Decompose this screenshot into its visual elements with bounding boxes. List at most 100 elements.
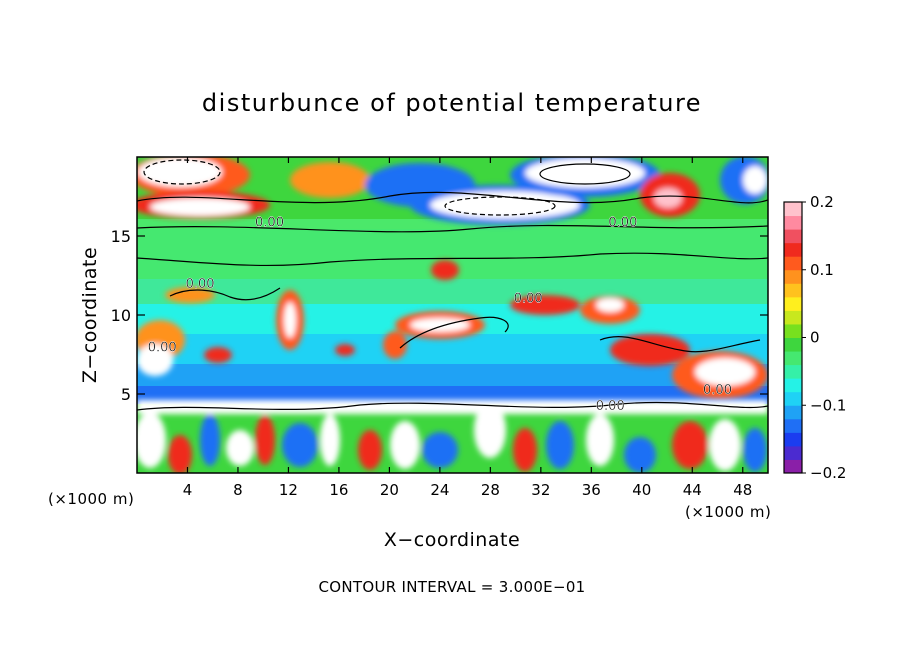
colorbar: 0.2 0.1 0 −0.1 −0.2 — [783, 193, 846, 482]
x-tick-label: 24 — [430, 481, 449, 499]
mid-blob — [510, 295, 580, 315]
x-axis-ticks: 4 8 12 16 20 24 28 32 36 40 44 48 — [183, 157, 752, 499]
mid-blob — [284, 302, 296, 338]
upper-blob — [525, 158, 645, 188]
mid-blob — [431, 260, 459, 280]
colorbar-swatch — [784, 310, 802, 325]
turbulent-cell — [390, 421, 420, 469]
contour-line — [599, 336, 761, 353]
x-tick-label: 44 — [683, 481, 702, 499]
colorbar-swatch — [784, 418, 802, 433]
colorbar-swatch — [784, 405, 802, 420]
mid-blob — [610, 334, 690, 366]
band-mid-upper-layer — [137, 279, 768, 304]
y-tick-label: 10 — [111, 306, 131, 325]
colorbar-swatch — [784, 351, 802, 366]
colorbar-swatch — [784, 296, 802, 311]
contour-label: 0.00 — [148, 340, 177, 355]
colorbar-swatch — [784, 323, 802, 338]
turbulent-cell — [624, 437, 656, 473]
upper-blob — [290, 162, 370, 198]
x-tick-label: 4 — [183, 481, 193, 499]
colorbar-swatch — [784, 283, 802, 298]
contour-line — [137, 252, 768, 267]
turbulent-cell — [422, 432, 458, 468]
contour-label: 0.00 — [514, 291, 543, 306]
contour-line — [137, 224, 768, 233]
contour-line — [399, 316, 509, 349]
upper-blob — [150, 198, 250, 216]
x-axis-label: X−coordinate — [384, 529, 520, 551]
heatmap-field: 0.00 0.00 0.00 0.00 0.00 0.00 0.00 — [137, 157, 768, 473]
colorbar-swatch — [784, 378, 802, 393]
upper-blob — [138, 157, 222, 187]
colorbar-swatch — [784, 229, 802, 244]
turbulent-cell — [200, 414, 220, 466]
colorbar-swatch — [784, 202, 802, 217]
turbulent-cell — [743, 428, 767, 472]
colorbar-swatch — [784, 432, 802, 447]
mid-blob — [137, 344, 173, 376]
turbulent-cell — [255, 415, 275, 465]
x-tick-label: 16 — [329, 481, 348, 499]
x-tick-label: 40 — [632, 481, 651, 499]
colorbar-tick-label: −0.2 — [810, 464, 846, 482]
band-dark-blue-layer — [137, 386, 768, 404]
contour-line — [539, 163, 631, 185]
turbulent-cell — [546, 421, 574, 469]
turbulent-cell — [586, 414, 614, 466]
turbulent-cell — [226, 430, 254, 466]
turbulent-cell — [709, 419, 741, 471]
contour-label: 0.00 — [608, 216, 637, 231]
band-tropopause-layer — [137, 219, 768, 229]
contour-interval-note: CONTOUR INTERVAL = 3.000E−01 — [318, 578, 585, 596]
contour-lines — [137, 159, 768, 411]
lower-turbulence — [137, 400, 768, 473]
mid-blob — [335, 344, 355, 356]
upper-blob — [430, 191, 580, 219]
mid-blob — [596, 298, 624, 312]
turbulent-cell — [320, 414, 340, 466]
contour-line — [137, 191, 768, 204]
contour-label: 0.00 — [703, 383, 732, 398]
x-tick-label: 48 — [733, 481, 752, 499]
y-tick-label: 15 — [111, 227, 131, 246]
contour-line — [143, 159, 221, 185]
colorbar-swatch — [784, 445, 802, 460]
turbulent-cell — [474, 402, 506, 458]
contour-label: 0.00 — [255, 216, 284, 231]
turbulent-cell — [672, 421, 708, 469]
mid-blob — [695, 358, 755, 386]
colorbar-swatch — [784, 215, 802, 230]
x-tick-label: 12 — [279, 481, 298, 499]
contour-labels: 0.00 0.00 0.00 0.00 0.00 0.00 0.00 — [148, 215, 733, 414]
colorbar-swatch — [784, 459, 802, 474]
upper-blob — [743, 166, 767, 194]
x-tick-label: 28 — [481, 481, 500, 499]
colorbar-tick-label: 0.2 — [810, 193, 834, 211]
upper-disturbances — [137, 157, 768, 225]
turbulent-cell — [513, 428, 537, 472]
contour-line — [444, 196, 556, 216]
x-tick-label: 8 — [233, 481, 243, 499]
colorbar-tick-label: 0 — [810, 329, 820, 347]
y-tick-label: 5 — [121, 385, 131, 404]
turbulent-cell — [168, 435, 192, 473]
colorbar-tick-label: −0.1 — [810, 396, 846, 414]
mid-disturbances — [137, 260, 768, 399]
colorbar-swatch — [784, 337, 802, 352]
turbulent-cell — [358, 430, 382, 470]
colorbar-tick-label: 0.1 — [810, 261, 834, 279]
mid-blob — [204, 347, 232, 363]
upper-blob — [654, 188, 682, 208]
turbulent-cell — [282, 423, 318, 467]
colorbar-swatch — [784, 364, 802, 379]
x-axis-unit-left: (×1000 m) — [48, 490, 134, 508]
colorbar-swatch — [784, 242, 802, 257]
contour-line — [169, 287, 281, 301]
colorbar-swatch — [784, 391, 802, 406]
y-axis-ticks: 5 10 15 — [111, 227, 768, 404]
x-axis-unit-right: (×1000 m) — [685, 503, 771, 521]
band-blue-layer — [137, 364, 768, 386]
